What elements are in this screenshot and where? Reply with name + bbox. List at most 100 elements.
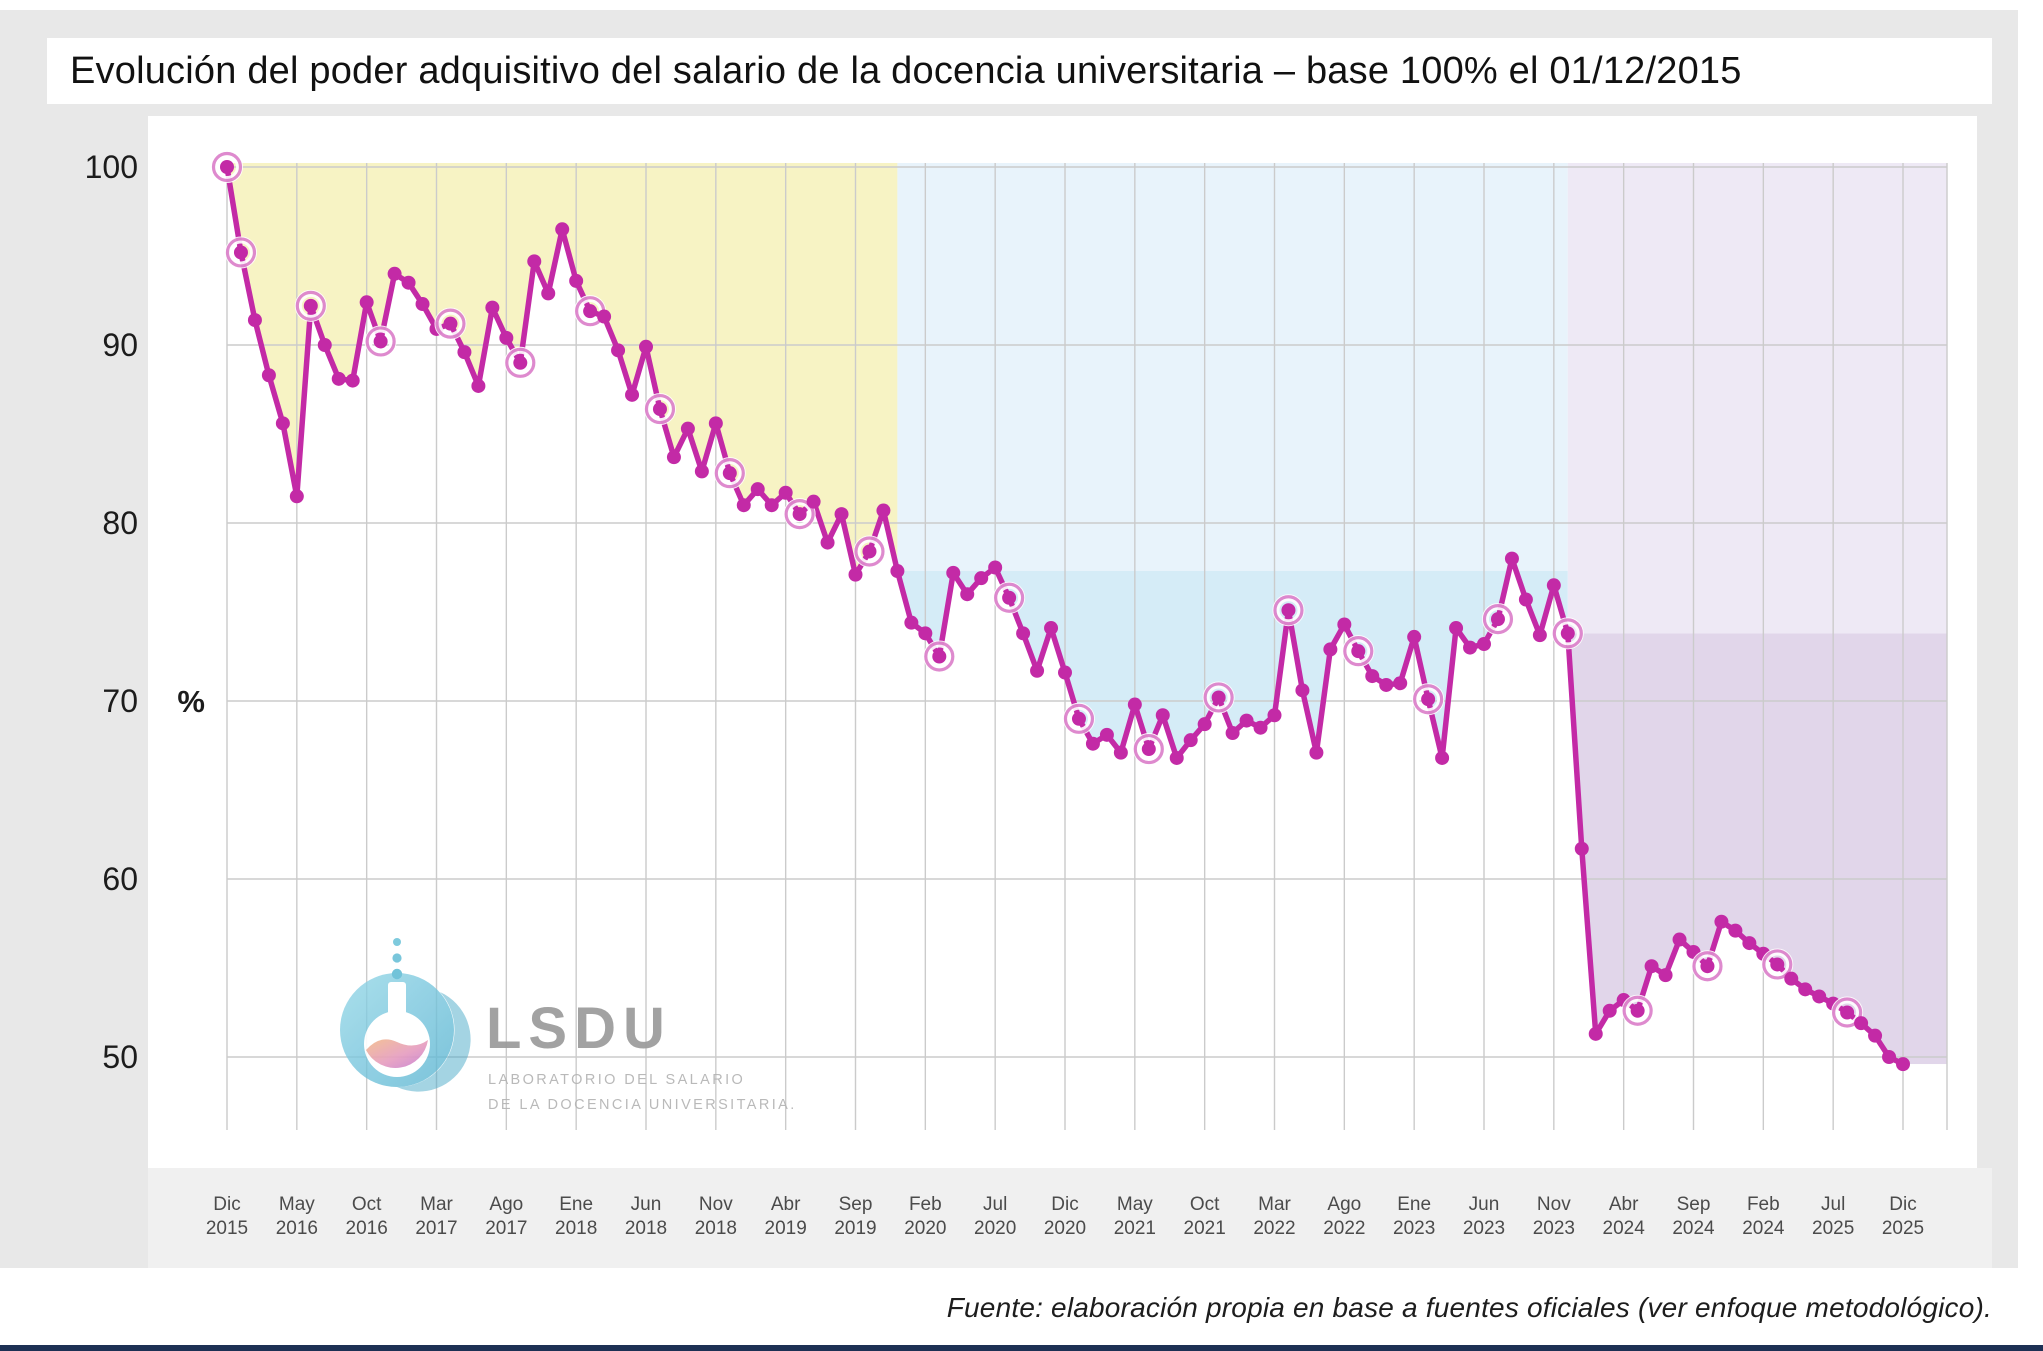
x-tick-label-month: Jun (631, 1194, 662, 1215)
data-point (988, 560, 1003, 575)
region-upper-band (1567, 163, 1947, 634)
x-tick-label-year: 2016 (276, 1218, 318, 1239)
marker-ring (644, 393, 676, 425)
data-point (764, 498, 779, 513)
data-point (1393, 676, 1408, 691)
x-tick-label-year: 2025 (1882, 1218, 1924, 1239)
x-tick-label-month: Abr (1609, 1194, 1639, 1215)
data-point (1812, 989, 1827, 1004)
data-point (1281, 603, 1296, 618)
data-point (639, 339, 653, 354)
data-point (1770, 957, 1785, 972)
x-tick-label-year: 2020 (904, 1218, 946, 1239)
x-tick-label-month: Jun (1469, 1194, 1500, 1215)
data-point (820, 535, 835, 550)
data-point (331, 371, 346, 386)
x-tick-label-year: 2016 (346, 1218, 388, 1239)
data-point (387, 266, 402, 281)
data-point (583, 304, 598, 319)
x-tick-label-month: Oct (1190, 1194, 1220, 1215)
marker-ring (1343, 636, 1374, 667)
data-point (1532, 628, 1547, 643)
data-point (233, 245, 248, 260)
data-point (1504, 551, 1519, 566)
data-point (1854, 1016, 1869, 1031)
data-point (1239, 713, 1254, 728)
marker-ring (924, 641, 955, 672)
data-point (890, 564, 905, 579)
marker-ring (714, 458, 745, 489)
x-axis-labels: Dic 2015 May 2016 Oct 2016 Mar 2017 Ago 2017 Ene 20… (206, 1194, 1924, 1239)
logo-acronym: LSDU (486, 996, 672, 1061)
x-tick-label-year: 2019 (834, 1218, 876, 1239)
data-point (1323, 642, 1338, 657)
marker-ring (1482, 604, 1514, 635)
data-point (485, 300, 500, 315)
x-tick-label-month: Feb (1747, 1194, 1780, 1215)
x-tick-label-month: Dic (1051, 1194, 1078, 1215)
data-point (513, 355, 528, 370)
data-point (625, 387, 640, 402)
data-point (499, 330, 514, 345)
data-point (1546, 578, 1561, 593)
x-tick-label-month: Mar (420, 1194, 453, 1215)
data-point (876, 503, 891, 518)
data-point (1267, 708, 1282, 723)
marker-ring (1413, 684, 1444, 715)
marker-ring (295, 290, 326, 321)
marker-ring (1832, 997, 1863, 1028)
x-tick-label-month: Nov (699, 1194, 733, 1215)
y-tick-label: 90 (102, 327, 138, 363)
marker-ring (1273, 595, 1304, 626)
data-point (792, 507, 807, 522)
x-tick-label-year: 2018 (695, 1218, 737, 1239)
data-point (946, 565, 961, 580)
x-tick-label-year: 2017 (485, 1218, 527, 1239)
data-point (1518, 592, 1533, 607)
data-point (220, 160, 234, 174)
x-tick-label-year: 2018 (625, 1218, 667, 1239)
data-point (1840, 1005, 1855, 1020)
data-point (652, 402, 667, 417)
data-point (1197, 717, 1212, 732)
source-note: Fuente: elaboración propia en base a fue… (946, 1292, 1992, 1323)
x-tick-label-month: Jul (983, 1194, 1007, 1215)
title-card: Evolución del poder adquisitivo del sala… (47, 38, 1992, 104)
y-tick-label: 70 (102, 683, 138, 719)
x-tick-label-month: Jul (1821, 1194, 1845, 1215)
x-tick-label-year: 2024 (1672, 1218, 1715, 1239)
y-axis-labels: 100 90 80 70 60 50 (85, 149, 138, 1075)
x-tick-label-month: Mar (1258, 1194, 1291, 1215)
x-tick-label-year: 2023 (1533, 1218, 1575, 1239)
x-tick-label-year: 2023 (1463, 1218, 1505, 1239)
x-tick-label-month: Abr (771, 1194, 801, 1215)
x-tick-label-month: Dic (213, 1194, 240, 1215)
data-point (1030, 663, 1045, 678)
y-tick-label: 100 (85, 149, 138, 185)
data-point (1728, 923, 1743, 938)
data-point (317, 338, 332, 352)
data-point (1882, 1050, 1897, 1064)
gridlines (226, 163, 1948, 1130)
data-point (694, 464, 709, 479)
marker-ring (1552, 618, 1583, 649)
data-point (1784, 971, 1799, 986)
data-point (974, 571, 989, 586)
data-point (1896, 1057, 1910, 1072)
x-tick-label-year: 2020 (974, 1218, 1016, 1239)
x-tick-label-month: Nov (1537, 1194, 1571, 1215)
x-tick-label-year: 2023 (1393, 1218, 1435, 1239)
data-point (1490, 612, 1505, 627)
data-point (1225, 726, 1240, 741)
data-point (1477, 637, 1491, 652)
data-point (1588, 1026, 1603, 1041)
data-point (1085, 736, 1100, 751)
data-point (1449, 621, 1464, 636)
data-point (1435, 750, 1450, 765)
data-point (778, 485, 793, 500)
x-tick-label-year: 2024 (1603, 1218, 1646, 1239)
marker-ring (225, 237, 257, 268)
data-point (275, 416, 290, 431)
